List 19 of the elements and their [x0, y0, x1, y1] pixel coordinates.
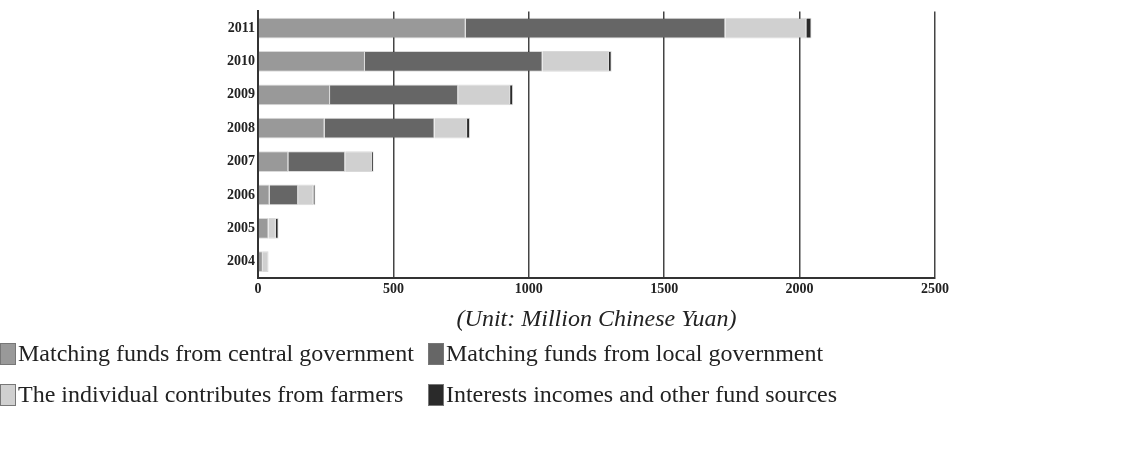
- y-tick-label: 2005: [227, 219, 255, 235]
- legend-label: Interests incomes and other fund sources: [445, 381, 838, 408]
- y-tick-label: 2006: [227, 186, 255, 202]
- x-axis-title: (Unit: Million Chinese Yuan): [456, 304, 737, 331]
- y-tick-label: 2007: [227, 153, 255, 169]
- y-tick-label: 2011: [227, 19, 255, 35]
- legend-label: The individual contributes from farmers: [18, 381, 404, 408]
- x-tick-label: 2500: [921, 281, 949, 297]
- x-tick-label: 1000: [514, 281, 543, 297]
- x-tick-label: 500: [382, 281, 404, 297]
- y-tick-label: 2010: [227, 53, 255, 69]
- legend-label: Matching funds from central government: [18, 340, 414, 367]
- x-tick-label: 1500: [650, 281, 679, 297]
- y-tick-label: 2009: [227, 86, 255, 102]
- y-tick-label: 2004: [227, 253, 255, 269]
- x-tick-label: 0: [254, 281, 262, 297]
- x-tick-label: 2000: [785, 281, 814, 297]
- y-tick-label: 2008: [227, 119, 255, 135]
- legend-label: Matching funds from local government: [445, 340, 824, 367]
